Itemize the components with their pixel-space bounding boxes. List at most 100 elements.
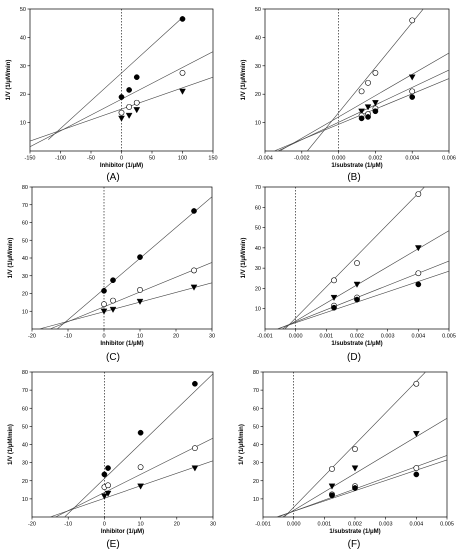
plot-frame [264,186,450,330]
x-tick-label: 0.001 [319,334,333,340]
data-point-s1-2 [126,87,132,93]
data-point-s1-1 [118,94,125,100]
y-tick-label: 80 [22,185,28,191]
y-tick-label: 30 [20,64,26,70]
y-axis-label: 1/V (1/μM/min) [8,238,14,279]
data-point-s3-2 [109,306,117,313]
x-tick-label: -0.001 [255,522,271,528]
y-tick-label: 70 [255,185,261,191]
y-tick-label: 10 [255,307,261,313]
y-tick-label: 10 [22,497,28,503]
x-axis-label: Inhibitor (1/μM) [100,341,143,347]
x-tick-label: -0.001 [257,334,273,340]
data-point-s1-3 [372,70,379,76]
data-point-s2-3 [133,99,140,106]
y-tick-label: 30 [255,64,261,70]
x-tick-label: 0.002 [348,522,362,528]
data-point-s1-2 [105,465,111,471]
y-tick-label: 40 [255,246,261,252]
fit-line-1 [307,9,424,151]
x-tick-label: 30 [209,334,215,340]
data-point-s1-3 [133,74,140,81]
data-point-s4-2 [352,485,358,491]
data-point-s3-3 [415,270,422,277]
y-axis-label: 1/V (1/μM/min) [8,424,14,465]
y-tick-label: 50 [253,424,259,430]
panel-label-A: (A) [106,172,119,183]
y-tick-label: 50 [22,424,28,430]
chart-panel-F: -0.001 0.000 0.001 0.002 0.003 0.004 0.005 10 20… [239,370,454,550]
x-axis-label: 1/substrate (1/μM) [331,341,382,347]
y-tick-label: 60 [22,406,28,412]
y-tick-label: 50 [22,238,28,244]
data-point-s3-3 [413,465,420,471]
data-point-s4-3 [413,471,420,478]
x-tick-label: -0.002 [294,156,310,162]
panel-label-F: (F) [348,539,361,550]
data-point-s1-2 [352,446,358,452]
plot-frame [31,371,214,518]
y-tick-label: 10 [255,121,261,127]
x-tick-label: 50 [149,156,155,162]
x-tick-label: 0.004 [409,522,423,528]
y-tick-label: 70 [22,203,28,209]
data-point-s2-3 [414,245,422,252]
plot-frame [31,186,213,330]
data-point-s1-1 [329,466,335,472]
x-tick-label: 150 [208,156,217,162]
y-tick-label: 70 [22,388,28,394]
data-point-s1-2 [110,277,116,284]
data-point-s2-3 [412,431,420,438]
y-tick-label: 30 [253,461,259,467]
x-tick-label: -0.004 [257,156,273,162]
x-tick-label: 30 [210,522,216,528]
y-tick-label: 40 [20,35,26,41]
x-tick-label: 10 [137,334,143,340]
chart-panel-B: -0.004 -0.002 0.000 0.002 0.004 0.006 10 20 30 40… [241,7,456,183]
y-tick-label: 20 [20,92,26,98]
data-point-s3-1 [100,308,108,315]
data-point-s2-4 [191,445,198,452]
fit-line-1 [64,373,213,517]
x-axis-label: Inhibitor (1/μM) [101,529,144,535]
y-tick-label: 40 [22,256,28,262]
data-point-s4-3 [372,108,379,115]
x-axis-label: 1/substrate (1/μM) [329,529,380,535]
x-tick-label: 0 [102,334,105,340]
data-point-s3-4 [179,88,186,95]
y-tick-label: 10 [253,497,259,503]
data-point-s1-3 [137,254,143,260]
data-point-s3-4 [409,88,416,95]
fit-line-2 [279,52,449,151]
data-point-s4-1 [358,115,365,122]
data-point-s4-3 [415,281,422,288]
fit-line-2 [49,262,212,329]
x-tick-label: 0.003 [379,522,393,528]
data-point-s1-2 [354,260,360,266]
fit-line-1 [284,187,425,329]
data-point-s2-1 [328,483,336,490]
data-point-s3-3 [137,483,144,490]
chart-panel-D: -0.001 0.000 0.001 0.002 0.003 0.004 0.005 10 20… [241,185,456,363]
data-point-s1-1 [331,277,337,284]
y-tick-label: 30 [22,461,28,467]
data-point-s1-4 [409,17,416,24]
data-point-s4-1 [331,304,337,311]
x-tick-label: -100 [55,156,66,162]
y-tick-label: 60 [253,406,259,412]
data-point-s2-1 [101,301,107,308]
x-tick-label: 0.000 [287,522,301,528]
x-tick-label: 0.004 [411,334,425,340]
fit-line-3 [39,282,212,329]
x-tick-label: -10 [64,522,72,528]
fit-line-1 [283,372,426,517]
data-point-s3-4 [190,284,198,291]
x-tick-label: 0.005 [440,522,454,528]
chart-panel-C: -20 -10 0 10 20 30 10 20 30 40 50 60 70 80 Inhibitor (… [8,185,215,363]
fit-line-3 [30,76,213,142]
x-tick-label: 0.006 [442,156,456,162]
x-tick-label: 0.001 [317,522,331,528]
data-point-s1-2 [365,79,371,86]
data-point-s1-4 [191,208,197,214]
data-point-s1-1 [101,287,107,294]
